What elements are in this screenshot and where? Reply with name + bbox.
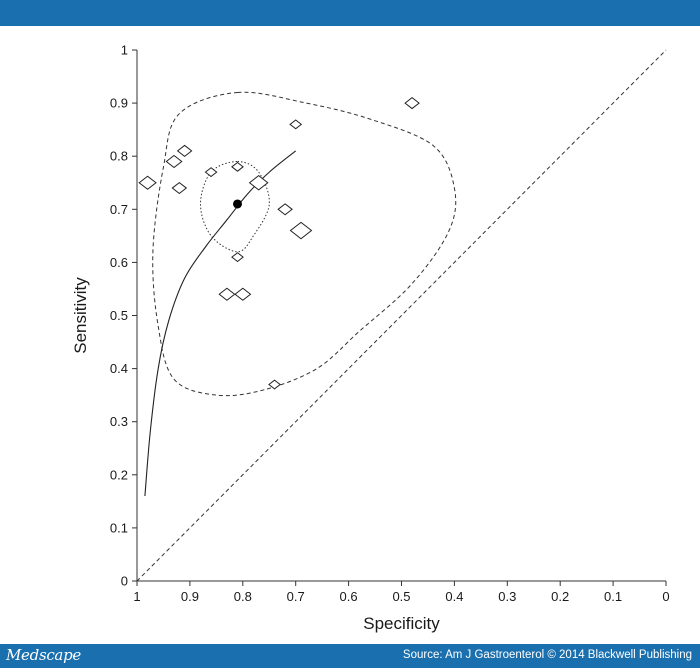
reference-line bbox=[136, 49, 667, 582]
y-tick-label: 0.5 bbox=[110, 308, 128, 323]
regions bbox=[152, 91, 457, 397]
axis-ticks: 1 0.9 0.8 0.7 0.6 0.5 0.4 0.3 0.2 0.1 0 0 0.1 0.2 0.3 0… bbox=[110, 43, 670, 605]
x-tick-label: 0.5 bbox=[392, 589, 410, 604]
x-tick-label: 0.9 bbox=[181, 589, 199, 604]
y-tick-label: 0.1 bbox=[110, 520, 128, 535]
summary-point bbox=[233, 199, 243, 209]
study-marker bbox=[234, 287, 252, 301]
footer-bar: Medscape Source: Am J Gastroenterol © 20… bbox=[0, 644, 700, 668]
x-tick-label: 0.2 bbox=[551, 589, 569, 604]
study-marker bbox=[404, 97, 420, 110]
y-tick-label: 0.6 bbox=[110, 255, 128, 270]
x-axis-label: Specificity bbox=[363, 614, 440, 633]
y-tick-label: 0.8 bbox=[110, 149, 128, 164]
study-marker bbox=[277, 203, 293, 216]
x-tick-label: 0.7 bbox=[287, 589, 305, 604]
study-marker bbox=[171, 181, 188, 195]
source-credit: Source: Am J Gastroenterol © 2014 Blackw… bbox=[402, 649, 692, 661]
y-tick-label: 0.9 bbox=[110, 96, 128, 111]
y-tick-label: 0.7 bbox=[110, 202, 128, 217]
study-marker bbox=[289, 119, 303, 130]
y-tick-label: 0.3 bbox=[110, 414, 128, 429]
study-marker bbox=[165, 154, 183, 169]
x-tick-label: 0.6 bbox=[340, 589, 358, 604]
sroc-chart: 1 0.9 0.8 0.7 0.6 0.5 0.4 0.3 0.2 0.1 0 0 0.1 0.2 0.3 0… bbox=[71, 43, 670, 634]
study-marker bbox=[248, 175, 269, 191]
x-tick-label: 0.4 bbox=[445, 589, 463, 604]
y-tick-label: 0.2 bbox=[110, 467, 128, 482]
y-tick-label: 1 bbox=[121, 43, 128, 58]
x-tick-label: 0.8 bbox=[234, 589, 252, 604]
medscape-logo: Medscape bbox=[6, 646, 81, 664]
x-tick-label: 0.3 bbox=[498, 589, 516, 604]
study-marker bbox=[176, 144, 193, 157]
study-marker bbox=[231, 252, 244, 263]
header-bar bbox=[0, 0, 700, 26]
x-tick-label: 1 bbox=[133, 589, 140, 604]
y-tick-label: 0.4 bbox=[110, 361, 128, 376]
study-points bbox=[138, 97, 420, 390]
x-tick-label: 0 bbox=[662, 589, 669, 604]
y-axis-label: Sensitivity bbox=[71, 277, 90, 354]
study-marker bbox=[204, 167, 218, 178]
x-tick-label: 0.1 bbox=[604, 589, 622, 604]
study-marker bbox=[138, 175, 157, 190]
study-marker bbox=[231, 161, 244, 172]
study-marker bbox=[268, 379, 281, 390]
study-marker bbox=[289, 221, 313, 240]
study-marker bbox=[218, 287, 236, 301]
y-tick-label: 0 bbox=[121, 574, 128, 589]
prediction-region bbox=[152, 91, 457, 397]
